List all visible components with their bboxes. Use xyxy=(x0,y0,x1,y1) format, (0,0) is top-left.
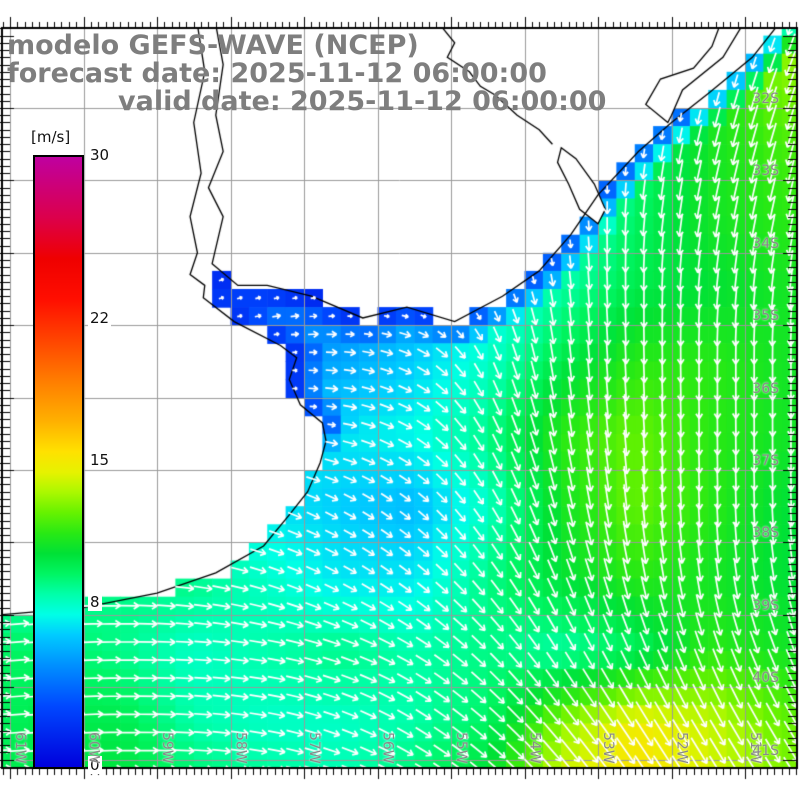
lat-tick-label: 40S xyxy=(752,670,779,687)
title-model: modelo GEFS-WAVE (NCEP) xyxy=(7,30,419,61)
lat-tick-label: 34S xyxy=(752,235,779,252)
colorbar-tick-label: 30 xyxy=(88,146,112,164)
lon-tick-label: 55W xyxy=(453,732,469,764)
colorbar-tick-label: 22 xyxy=(88,308,112,327)
colorbar-unit-label: [m/s] xyxy=(30,128,72,146)
lon-tick-label: 54W xyxy=(526,732,543,764)
lat-tick-label: 39S xyxy=(752,597,779,614)
colorbar-tick-label: 0 xyxy=(88,756,102,774)
lat-tick-label: 32S xyxy=(752,91,779,107)
lon-tick-label: 51W xyxy=(747,732,763,764)
lat-tick-label: 38S xyxy=(752,525,779,542)
colorbar-tick-label: 8 xyxy=(88,593,102,612)
lon-tick-label: 59W xyxy=(159,732,175,764)
lat-tick-label: 36S xyxy=(752,380,779,397)
lon-tick-label: 61W xyxy=(12,732,28,764)
lon-tick-label: 60W xyxy=(85,732,102,764)
colorbar-gradient xyxy=(33,155,84,769)
lon-tick-label: 53W xyxy=(600,732,616,764)
lon-tick-label: 58W xyxy=(232,732,249,764)
lon-tick-label: 57W xyxy=(306,732,322,764)
title-forecast-date: forecast date: 2025-11-12 06:00:00 xyxy=(7,58,547,89)
lon-tick-label: 56W xyxy=(379,732,396,764)
lon-tick-label: 52W xyxy=(673,732,690,764)
lat-tick-label: 37S xyxy=(752,453,779,469)
lat-tick-label: 33S xyxy=(752,163,779,180)
colorbar-tick-label: 15 xyxy=(88,451,112,469)
lat-tick-label: 35S xyxy=(752,308,779,325)
lat-tick-label: 41S xyxy=(752,742,779,759)
title-valid-date: valid date: 2025-11-12 06:00:00 xyxy=(118,86,607,117)
